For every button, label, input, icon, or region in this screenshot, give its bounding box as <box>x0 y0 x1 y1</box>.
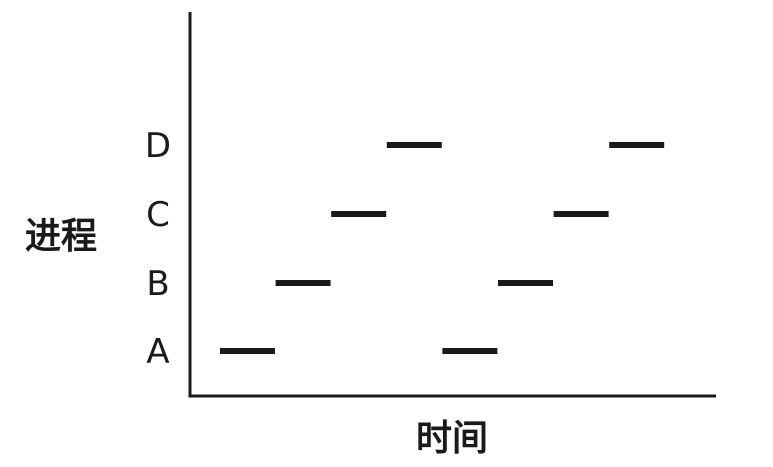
y-tick-label-b: B <box>146 264 169 304</box>
y-tick-label-d: D <box>145 126 171 166</box>
timeline-bars <box>220 142 665 354</box>
y-axis-title: 进程 <box>25 216 97 257</box>
y-tick-label-a: A <box>146 332 169 372</box>
axes <box>188 12 716 398</box>
y-tick-label-c: C <box>146 195 170 235</box>
x-axis-title: 时间 <box>416 418 488 459</box>
